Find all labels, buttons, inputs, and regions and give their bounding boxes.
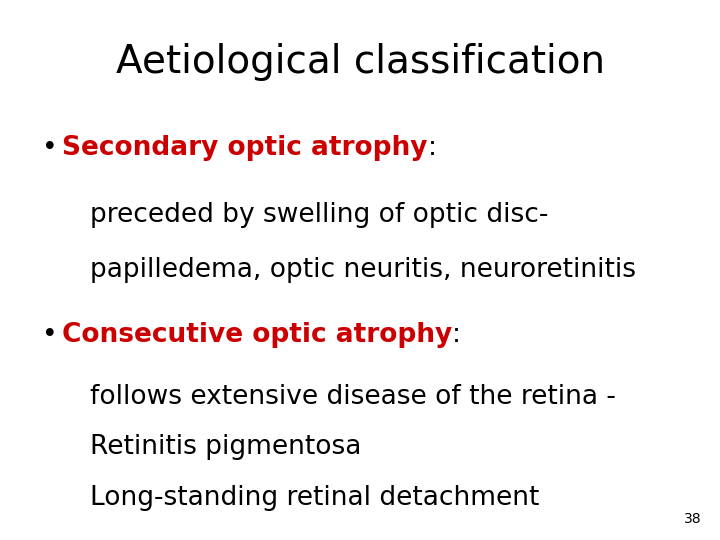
- Text: Consecutive optic atrophy: Consecutive optic atrophy: [62, 322, 452, 348]
- Text: preceded by swelling of optic disc-: preceded by swelling of optic disc-: [90, 202, 549, 228]
- Text: papilledema, optic neuritis, neuroretinitis: papilledema, optic neuritis, neuroretini…: [90, 257, 636, 283]
- Text: •: •: [42, 135, 58, 161]
- Text: Retinitis pigmentosa: Retinitis pigmentosa: [90, 434, 361, 460]
- Text: •: •: [42, 322, 58, 348]
- Text: Long-standing retinal detachment: Long-standing retinal detachment: [90, 485, 539, 511]
- Text: Secondary optic atrophy: Secondary optic atrophy: [62, 135, 428, 161]
- Text: follows extensive disease of the retina -: follows extensive disease of the retina …: [90, 384, 616, 410]
- Text: 38: 38: [685, 512, 702, 526]
- Text: :: :: [452, 322, 462, 348]
- Text: Aetiological classification: Aetiological classification: [115, 43, 605, 81]
- Text: :: :: [428, 135, 436, 161]
